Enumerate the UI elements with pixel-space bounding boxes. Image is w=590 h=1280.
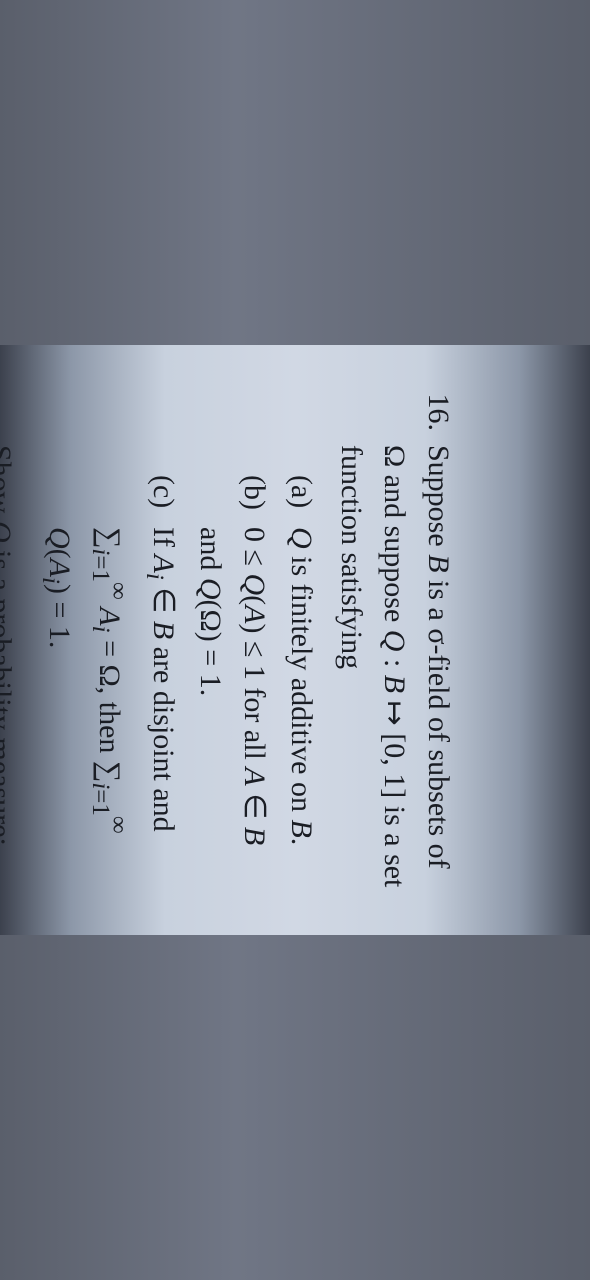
condition-text: Q is finitely additive on B. — [280, 527, 324, 895]
condition-c: (c) If Ai ∈ B are disjoint and ∑i=1∞ Ai … — [32, 475, 185, 895]
condition-text: If Ai ∈ B are disjoint and ∑i=1∞ Ai = Ω,… — [32, 527, 185, 895]
condition-text: 0 ≤ Q(A) ≤ 1 for all A ∈ B and Q(Ω) = 1. — [189, 527, 276, 895]
problem-conditions: (a) Q is finitely additive on B. (b) 0 ≤… — [32, 445, 323, 895]
problem-16: 16. Suppose B is a σ-field of subsets of… — [0, 385, 460, 895]
problem-intro: Suppose B is a σ-field of subsets of Ω a… — [330, 445, 461, 895]
condition-label: (b) — [189, 475, 276, 515]
condition-a: (a) Q is finitely additive on B. — [280, 475, 324, 895]
problem-number: 16. — [0, 385, 460, 431]
problem-conclusion: Show Q is a probability measure; that is… — [0, 445, 22, 895]
condition-label: (c) — [32, 475, 185, 515]
textbook-page: 16. Suppose B is a σ-field of subsets of… — [0, 345, 590, 935]
condition-b: (b) 0 ≤ Q(A) ≤ 1 for all A ∈ B and Q(Ω) … — [189, 475, 276, 895]
condition-label: (a) — [280, 475, 324, 515]
page-wrapper: 16. Suppose B is a σ-field of subsets of… — [0, 0, 590, 1280]
problem-body: Suppose B is a σ-field of subsets of Ω a… — [0, 445, 460, 895]
